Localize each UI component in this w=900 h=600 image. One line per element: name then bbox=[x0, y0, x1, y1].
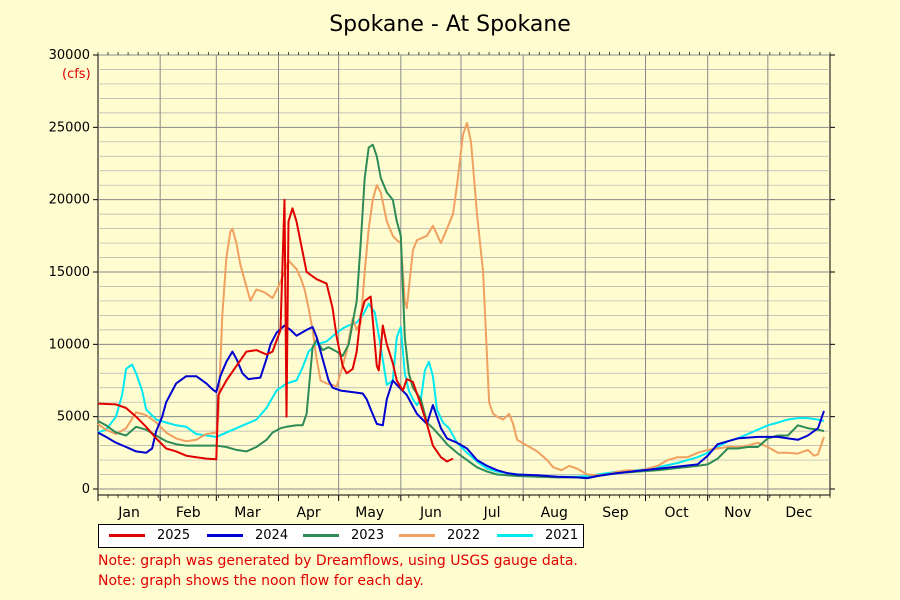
legend-swatch bbox=[497, 534, 533, 537]
x-tick-label: Feb bbox=[176, 505, 201, 521]
legend-item-2021: 2021 bbox=[493, 528, 578, 544]
x-tick-label: Apr bbox=[296, 505, 320, 521]
legend-label: 2023 bbox=[351, 528, 385, 543]
legend-item-2023: 2023 bbox=[299, 528, 384, 544]
x-tick-label: Nov bbox=[724, 505, 751, 521]
y-tick-label: 10000 bbox=[49, 337, 90, 352]
chart-title: Spokane - At Spokane bbox=[329, 12, 571, 37]
x-tick-label: Mar bbox=[234, 505, 261, 521]
note-noon-flow: Note: graph shows the noon flow for each… bbox=[98, 573, 424, 589]
series-line-2024 bbox=[97, 324, 825, 480]
x-tick-label: Aug bbox=[541, 505, 568, 521]
y-tick-label: 30000 bbox=[49, 48, 90, 63]
x-tick-label: May bbox=[355, 505, 384, 521]
x-tick-label: Sep bbox=[602, 505, 629, 521]
y-tick-label: 5000 bbox=[57, 410, 90, 425]
note-source: Note: graph was generated by Dreamflows,… bbox=[98, 553, 578, 569]
series-line-2022 bbox=[97, 122, 825, 477]
x-tick-label: Dec bbox=[785, 505, 812, 521]
legend-label: 2024 bbox=[255, 528, 289, 543]
legend-label: 2021 bbox=[545, 528, 579, 543]
y-tick-label: 15000 bbox=[49, 265, 90, 280]
y-tick-label: 20000 bbox=[49, 193, 90, 208]
legend-label: 2022 bbox=[447, 528, 481, 543]
legend-item-2024: 2024 bbox=[203, 528, 288, 544]
grid bbox=[98, 54, 830, 495]
legend-swatch bbox=[109, 534, 145, 537]
plot-area bbox=[97, 54, 831, 496]
legend-item-2022: 2022 bbox=[395, 528, 480, 544]
x-tick-label: Jul bbox=[483, 505, 501, 521]
legend-item-2025: 2025 bbox=[105, 528, 190, 544]
y-tick-label: 0 bbox=[82, 482, 90, 497]
series-line-2023 bbox=[97, 143, 825, 480]
x-tick-label: Oct bbox=[664, 505, 689, 521]
series-lines bbox=[97, 122, 825, 480]
legend-swatch bbox=[207, 534, 243, 537]
legend: 2025 2024 2023 2022 2021 bbox=[98, 524, 584, 548]
x-tick-label: Jun bbox=[419, 505, 442, 521]
legend-swatch bbox=[303, 534, 339, 537]
series-line-2025 bbox=[97, 198, 454, 463]
legend-label: 2025 bbox=[157, 528, 191, 543]
y-tick-label: 25000 bbox=[49, 120, 90, 135]
x-axis: Jan Feb Mar Apr May Jun Jul Aug Sep Oct Nov Dec bbox=[97, 52, 831, 521]
y-axis-unit: (cfs) bbox=[62, 67, 91, 82]
series-line-2021 bbox=[97, 302, 825, 478]
legend-swatch bbox=[399, 534, 435, 537]
y-axis: 0 5000 10000 15000 20000 25000 30000 bbox=[49, 48, 835, 497]
x-tick-label: Jan bbox=[117, 505, 140, 521]
